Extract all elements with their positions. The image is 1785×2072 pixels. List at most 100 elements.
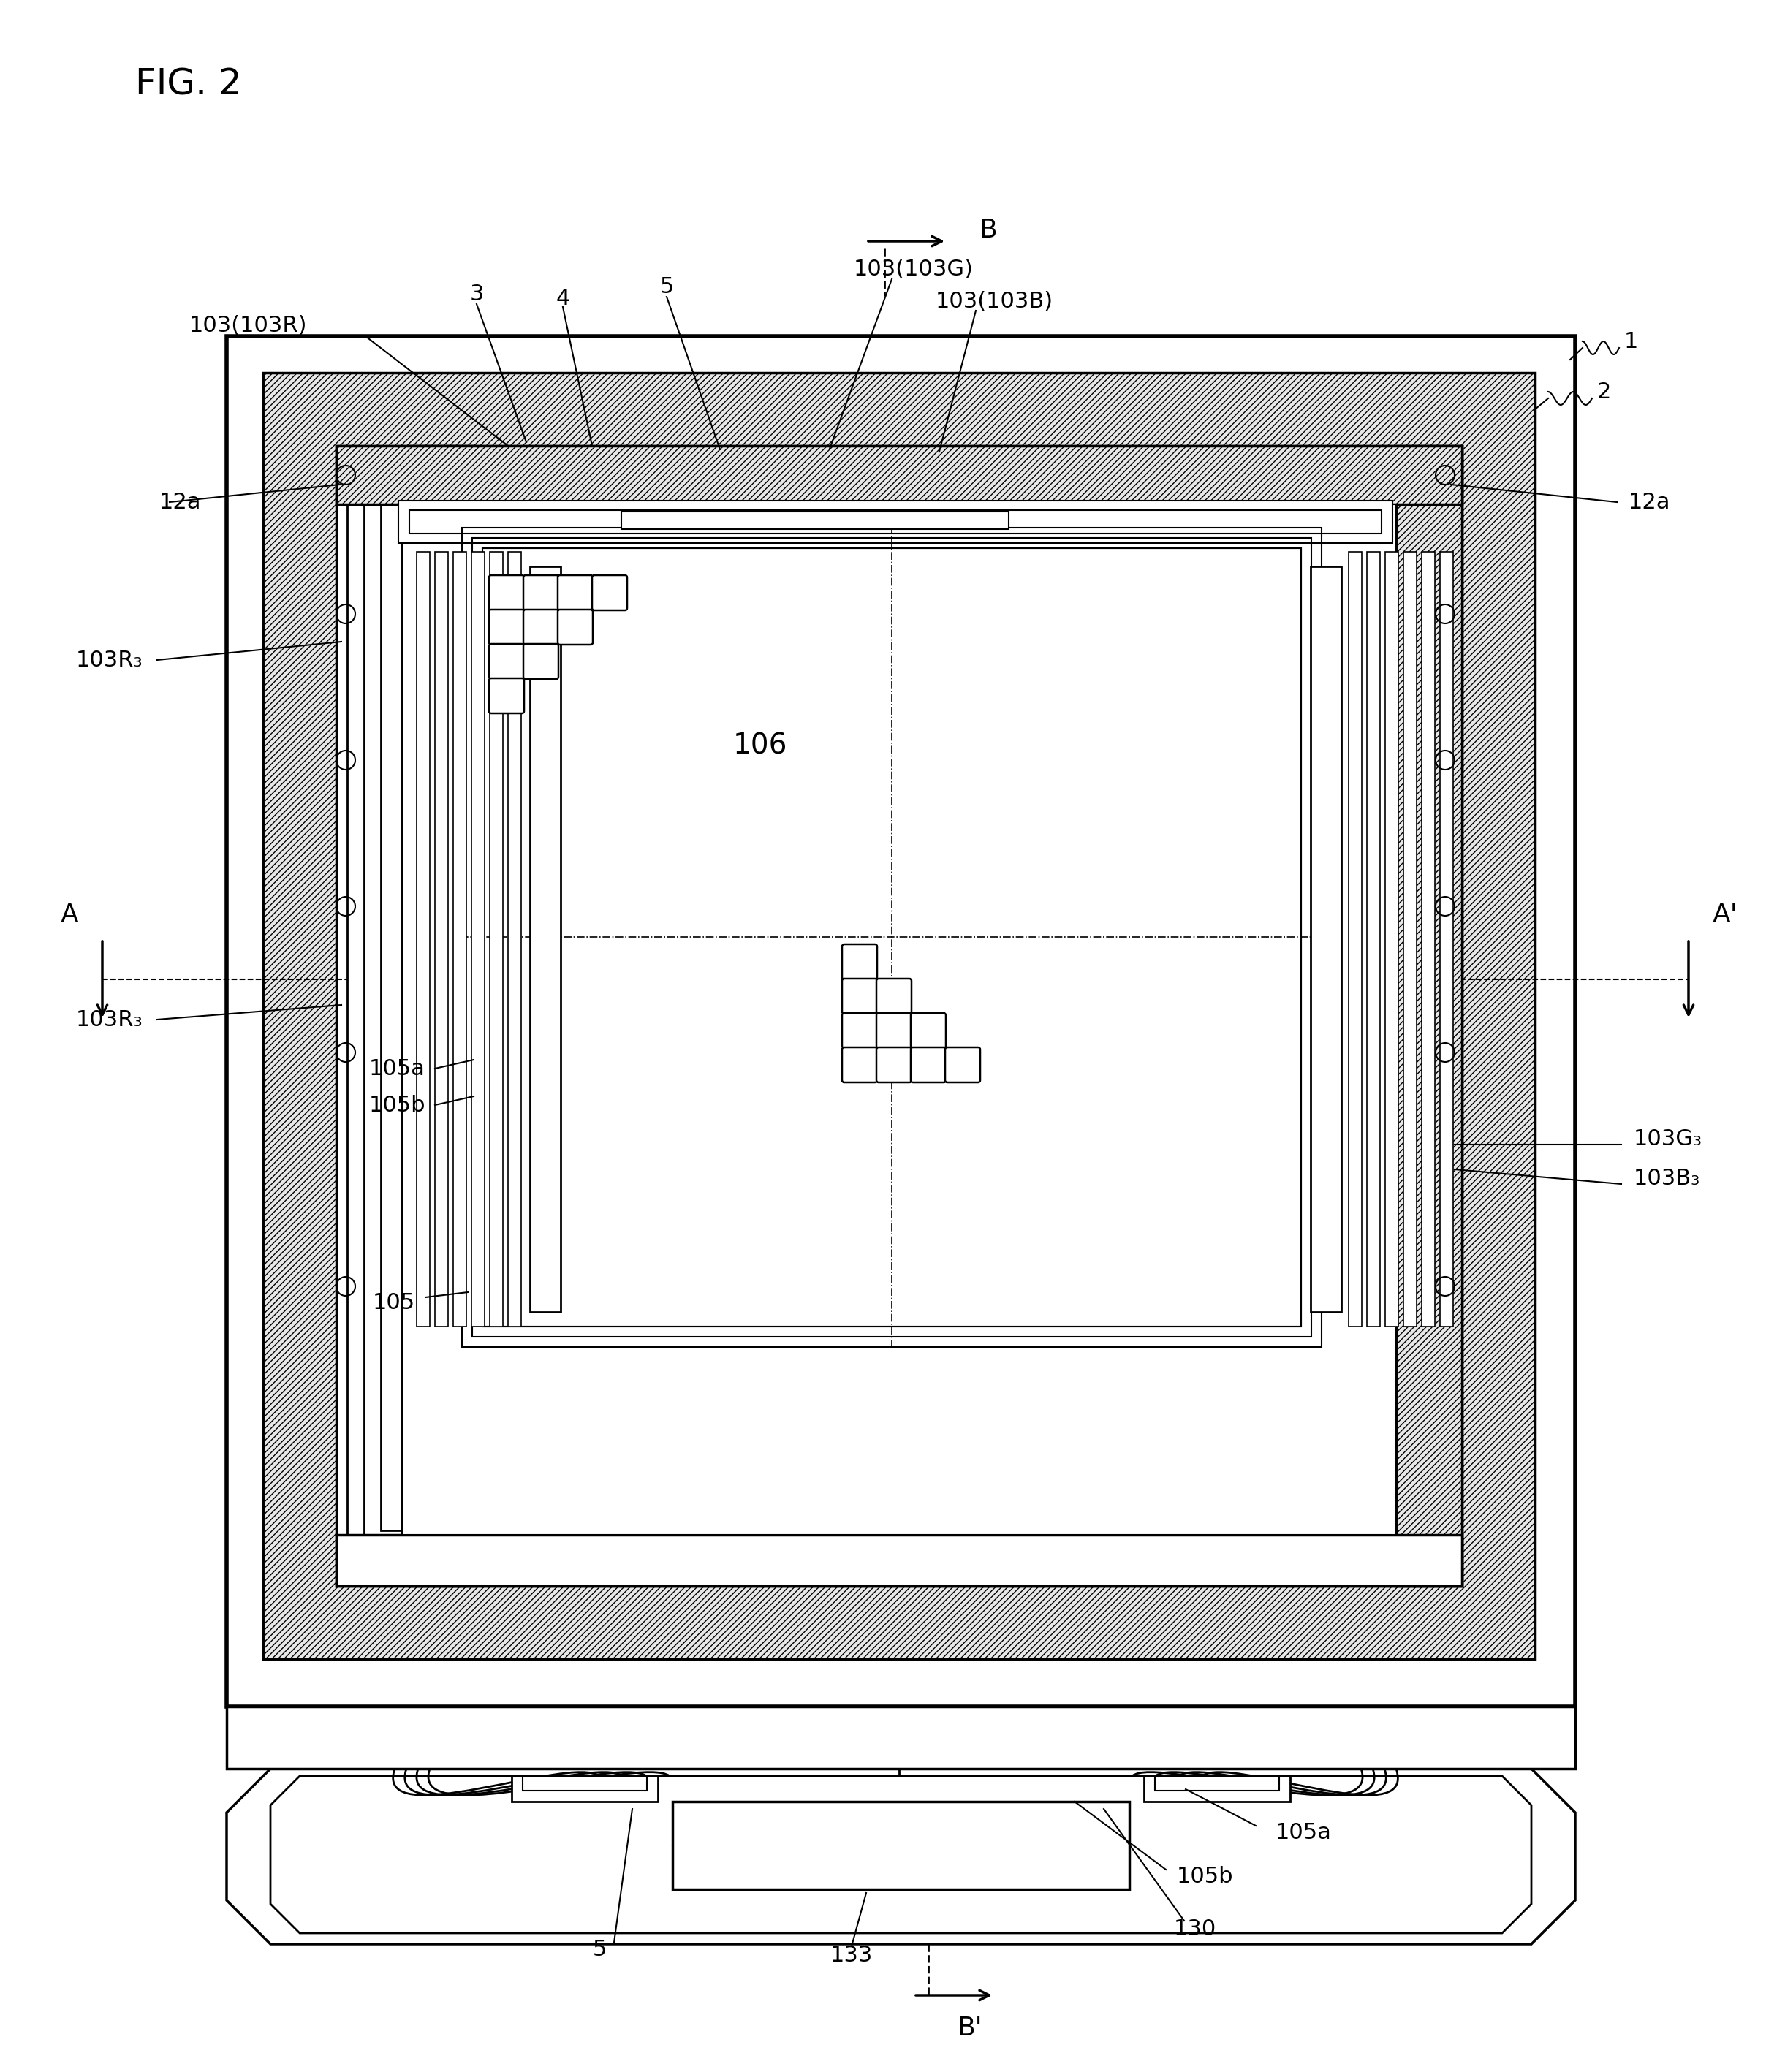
Bar [409, 510, 1382, 533]
Bar [336, 1535, 1462, 1585]
Bar [509, 551, 521, 1326]
Bar [436, 551, 448, 1326]
FancyBboxPatch shape [489, 576, 525, 611]
Bar [1421, 551, 1435, 1326]
FancyBboxPatch shape [910, 1013, 946, 1048]
Text: G: G [536, 655, 546, 669]
FancyBboxPatch shape [876, 978, 912, 1013]
Text: 103(103G): 103(103G) [853, 259, 973, 280]
FancyBboxPatch shape [489, 609, 525, 644]
Text: 103R₃: 103R₃ [75, 649, 143, 671]
Text: B: B [889, 990, 898, 1003]
Text: B: B [925, 1026, 934, 1038]
FancyBboxPatch shape [489, 644, 525, 680]
Text: G: G [536, 622, 546, 634]
Text: 103(103R): 103(103R) [189, 315, 307, 336]
Bar [402, 503, 1396, 1535]
Polygon shape [227, 1769, 1574, 1944]
Text: 105a: 105a [369, 1059, 425, 1080]
Bar [416, 551, 430, 1326]
Bar [482, 549, 1301, 1326]
Bar [530, 566, 560, 1312]
Text: R: R [502, 690, 511, 702]
Text: 103(103B): 103(103B) [935, 290, 1053, 311]
FancyBboxPatch shape [557, 576, 593, 611]
Text: 103G₃: 103G₃ [1633, 1127, 1703, 1150]
Text: 2: 2 [1598, 381, 1612, 402]
FancyBboxPatch shape [593, 576, 627, 611]
FancyBboxPatch shape [843, 1046, 876, 1082]
FancyBboxPatch shape [843, 945, 876, 980]
Text: 4: 4 [555, 288, 569, 309]
Text: B': B' [957, 2016, 984, 2041]
Text: B: B [571, 622, 580, 634]
Bar [336, 445, 1462, 503]
FancyBboxPatch shape [489, 678, 525, 713]
Bar [1367, 551, 1380, 1326]
Bar [262, 373, 1535, 1660]
Text: 12a: 12a [1628, 491, 1671, 512]
Bar [471, 551, 484, 1326]
Text: B: B [855, 1059, 864, 1071]
Text: B: B [571, 586, 580, 601]
Text: 106: 106 [734, 731, 787, 758]
FancyBboxPatch shape [876, 1013, 912, 1048]
Text: B: B [959, 1059, 967, 1071]
Bar [621, 512, 1009, 528]
Bar [364, 470, 1433, 1548]
Text: R: R [889, 1059, 898, 1071]
FancyBboxPatch shape [557, 609, 593, 644]
Text: R: R [605, 586, 614, 601]
FancyBboxPatch shape [523, 576, 559, 611]
Text: R: R [855, 1026, 864, 1038]
FancyBboxPatch shape [910, 1046, 946, 1082]
Bar [227, 336, 1574, 1707]
Text: 1: 1 [1624, 332, 1639, 352]
Text: A: A [61, 903, 79, 928]
Text: 5: 5 [593, 1939, 607, 1960]
Text: R: R [502, 586, 511, 601]
Bar [1440, 551, 1453, 1326]
Bar [489, 551, 503, 1326]
Bar [227, 1707, 1574, 1769]
FancyBboxPatch shape [523, 609, 559, 644]
Text: 103B₃: 103B₃ [1633, 1167, 1701, 1189]
FancyBboxPatch shape [876, 1046, 912, 1082]
Text: G: G [923, 1059, 934, 1071]
Text: A': A' [1712, 903, 1739, 928]
Bar [473, 539, 1312, 1336]
Text: 105b: 105b [1176, 1867, 1233, 1888]
Bar [1349, 551, 1362, 1326]
Bar [348, 454, 1451, 1564]
Bar [523, 1776, 646, 1790]
Text: 3: 3 [469, 284, 484, 305]
Text: G: G [889, 1026, 900, 1038]
Text: G: G [536, 586, 546, 601]
Text: R: R [502, 655, 511, 669]
Bar [1144, 1776, 1291, 1801]
Text: R: R [502, 622, 511, 634]
Bar [1155, 1776, 1280, 1790]
Text: 105: 105 [373, 1291, 416, 1314]
Bar [1396, 445, 1462, 1585]
Text: 5: 5 [659, 276, 673, 296]
Text: 105a: 105a [1276, 1823, 1332, 1844]
FancyBboxPatch shape [944, 1046, 980, 1082]
Bar [673, 1801, 1130, 1890]
Bar [380, 487, 1417, 1531]
FancyBboxPatch shape [523, 644, 559, 680]
Text: 105b: 105b [369, 1094, 425, 1115]
Bar [512, 1776, 659, 1801]
Bar [1310, 566, 1341, 1312]
Bar [336, 445, 1462, 1585]
Text: G: G [855, 990, 864, 1003]
Text: 103R₃: 103R₃ [75, 1009, 143, 1030]
Bar [409, 445, 475, 1585]
Bar [482, 549, 1301, 1326]
Bar [1403, 551, 1417, 1326]
Text: 12a: 12a [159, 491, 202, 512]
Bar [1385, 551, 1398, 1326]
Bar [398, 501, 1392, 543]
Text: B: B [855, 955, 864, 970]
Text: 133: 133 [830, 1944, 873, 1966]
